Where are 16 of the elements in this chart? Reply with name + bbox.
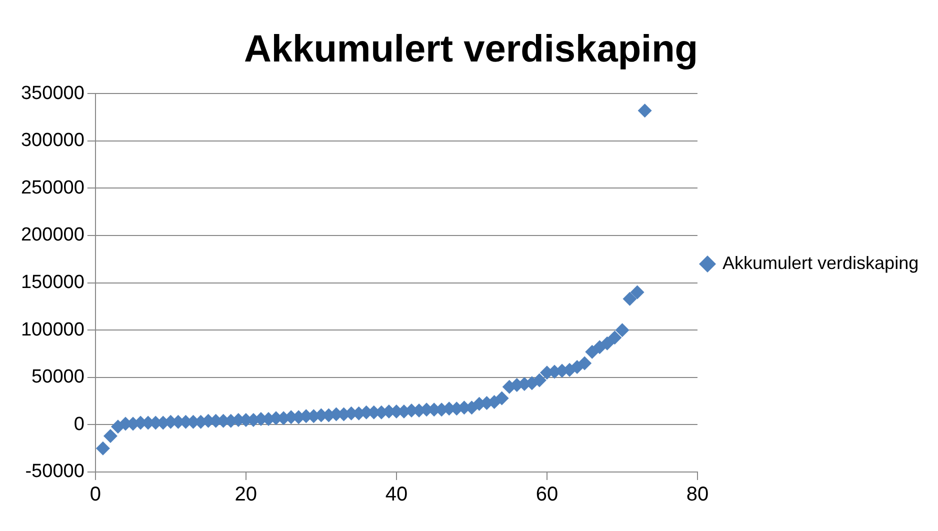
x-tick-label: 0 <box>90 484 101 506</box>
x-tick-label: 20 <box>234 484 258 506</box>
y-tick-label: -50000 <box>25 461 84 482</box>
y-tick-label: 250000 <box>20 177 84 198</box>
y-tick-label: 50000 <box>32 366 84 388</box>
y-tick-label: 350000 <box>20 82 84 104</box>
x-tick-label: 60 <box>536 484 558 506</box>
legend-label: Akkumulert verdiskaping <box>722 252 919 273</box>
y-tick-label: 200000 <box>20 224 84 246</box>
y-tick-label: 100000 <box>20 319 84 340</box>
y-tick-label: 0 <box>74 414 84 435</box>
y-tick-label: 150000 <box>20 272 84 294</box>
chart-title: Akkumulert verdiskaping <box>244 28 698 70</box>
y-tick-label: 300000 <box>20 130 84 152</box>
x-tick-label: 80 <box>686 484 709 506</box>
x-tick-label: 40 <box>385 484 408 506</box>
